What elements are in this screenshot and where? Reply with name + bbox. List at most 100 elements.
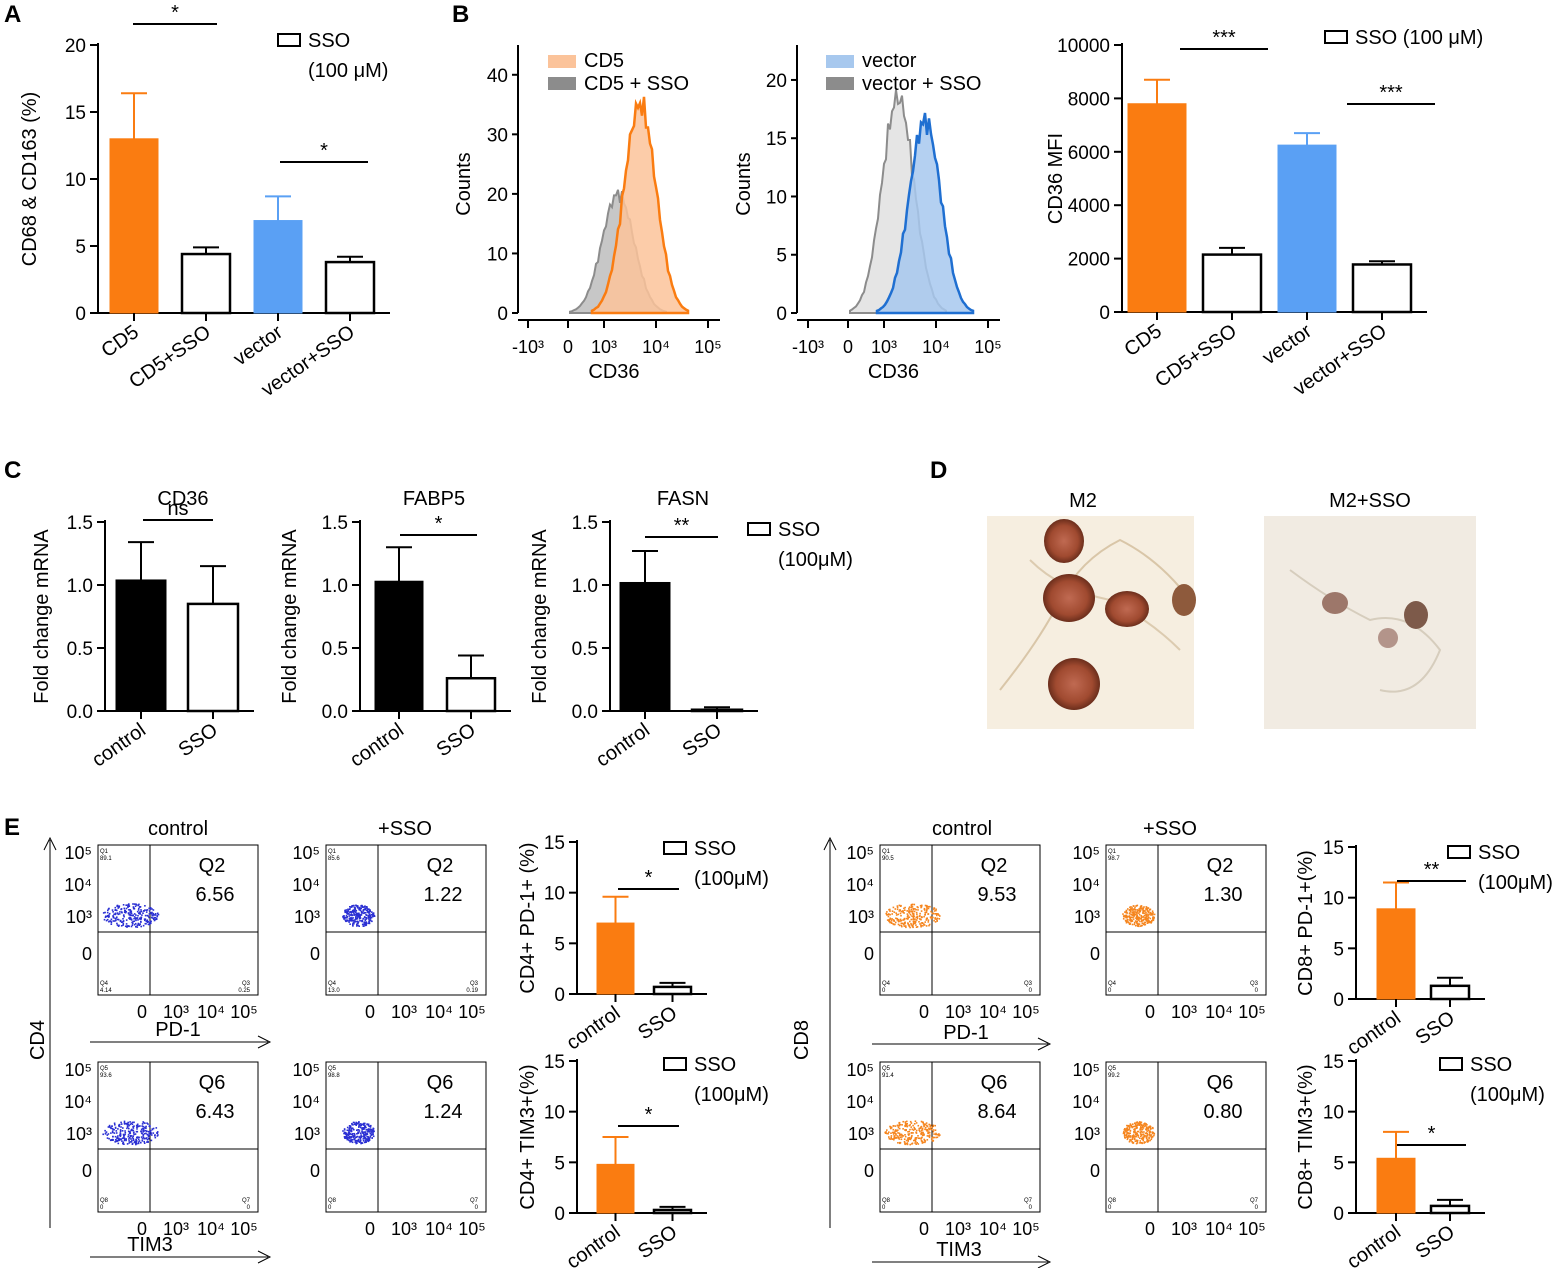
event-dot (129, 1131, 131, 1133)
event-dot (932, 1130, 935, 1133)
legend-swatch (1324, 30, 1348, 44)
event-dot (1134, 910, 1136, 913)
event-dot (937, 1133, 939, 1136)
event-dot (1129, 912, 1131, 914)
event-dot (898, 924, 901, 927)
significance-marker: *** (1212, 27, 1236, 49)
event-dot (909, 1120, 912, 1123)
event-dot (889, 1138, 892, 1140)
event-dot (364, 906, 366, 908)
event-dot (888, 913, 890, 915)
event-dot (144, 918, 147, 920)
event-dot (1125, 914, 1128, 917)
x-tick-label: 0 (563, 337, 573, 357)
event-dot (1147, 915, 1149, 917)
event-dot (923, 924, 926, 926)
event-dot (107, 909, 109, 912)
event-dot (351, 1122, 353, 1125)
event-dot (1136, 1139, 1139, 1142)
event-dot (1142, 909, 1145, 911)
event-dot (1125, 909, 1128, 912)
event-dot (134, 922, 137, 925)
event-dot (1150, 1134, 1153, 1136)
y-tick-label: 10 (766, 187, 787, 208)
event-dot (156, 1131, 159, 1133)
y-tick-label: 20 (65, 36, 86, 57)
event-dot (1132, 908, 1135, 910)
event-dot (1135, 1142, 1138, 1145)
flow-y-tick-label: 10³ (1074, 1124, 1100, 1144)
event-dot (915, 1122, 918, 1124)
event-dot (114, 1141, 116, 1143)
event-dot (895, 1136, 898, 1139)
event-dot (152, 1132, 155, 1134)
event-dot (1145, 1135, 1148, 1138)
flow-y-tick-label: 10³ (294, 1124, 320, 1144)
event-dot (145, 1127, 147, 1129)
event-dot (898, 1124, 901, 1127)
quadrant-name: Q4 (882, 981, 891, 987)
event-dot (1127, 908, 1129, 910)
event-dot (1130, 1124, 1133, 1127)
event-dot (352, 925, 354, 927)
event-dot (367, 915, 370, 917)
flow-plot-frame (97, 1061, 259, 1213)
event-dot (1138, 923, 1141, 925)
event-dot (364, 919, 367, 921)
event-dot (133, 920, 136, 922)
event-dot (350, 1136, 353, 1138)
event-dot (369, 1136, 371, 1139)
flow-y-tick-label: 10⁵ (847, 843, 874, 863)
event-dot (371, 1137, 373, 1139)
event-dot (1133, 1136, 1136, 1138)
event-dot (350, 1129, 353, 1131)
y-axis-label: CD4+ PD-1+ (%) (517, 842, 539, 993)
y-tick-label: 1.5 (322, 513, 348, 534)
quadrant-name: Q7 (470, 1198, 479, 1204)
event-dot (1143, 924, 1146, 926)
event-dot (893, 1131, 896, 1134)
event-dot (114, 920, 116, 922)
event-dot (366, 914, 368, 917)
y-axis-label: CD68 & CD163 (%) (19, 92, 41, 267)
flow-y-tick-label: 0 (82, 944, 92, 964)
event-dot (920, 906, 922, 909)
y-tick-label: 10 (65, 170, 86, 191)
event-dot (1138, 1124, 1140, 1126)
event-dot (933, 1133, 935, 1135)
lipid-cell (1048, 658, 1100, 710)
event-dot (897, 1136, 900, 1138)
event-dot (137, 1125, 140, 1128)
event-dot (1142, 912, 1145, 914)
event-dot (131, 1139, 133, 1142)
event-dot (356, 914, 359, 916)
bar-sso (652, 985, 693, 996)
event-dot (1152, 912, 1154, 914)
event-dot (900, 1138, 903, 1141)
event-dot (1144, 1132, 1147, 1135)
event-dot (138, 907, 140, 910)
event-dot (911, 1134, 913, 1137)
event-dot (924, 911, 927, 914)
cell-processes (999, 538, 1191, 691)
event-dot (901, 925, 903, 928)
event-dot (930, 917, 933, 920)
event-dot (925, 1128, 928, 1131)
event-dot (112, 916, 115, 919)
event-dot (1136, 1142, 1139, 1144)
event-dot (1140, 1126, 1142, 1129)
event-dot (913, 1139, 915, 1142)
event-dot (135, 914, 137, 916)
event-dot (136, 924, 139, 927)
event-dot (919, 918, 921, 920)
flow-x-tick-label: 10⁴ (1205, 1219, 1233, 1239)
event-dot (1141, 922, 1144, 924)
event-dot (934, 917, 936, 920)
event-dot (914, 1142, 916, 1144)
event-dot (926, 1130, 928, 1132)
event-dot (916, 919, 918, 921)
event-dot (913, 1127, 916, 1130)
